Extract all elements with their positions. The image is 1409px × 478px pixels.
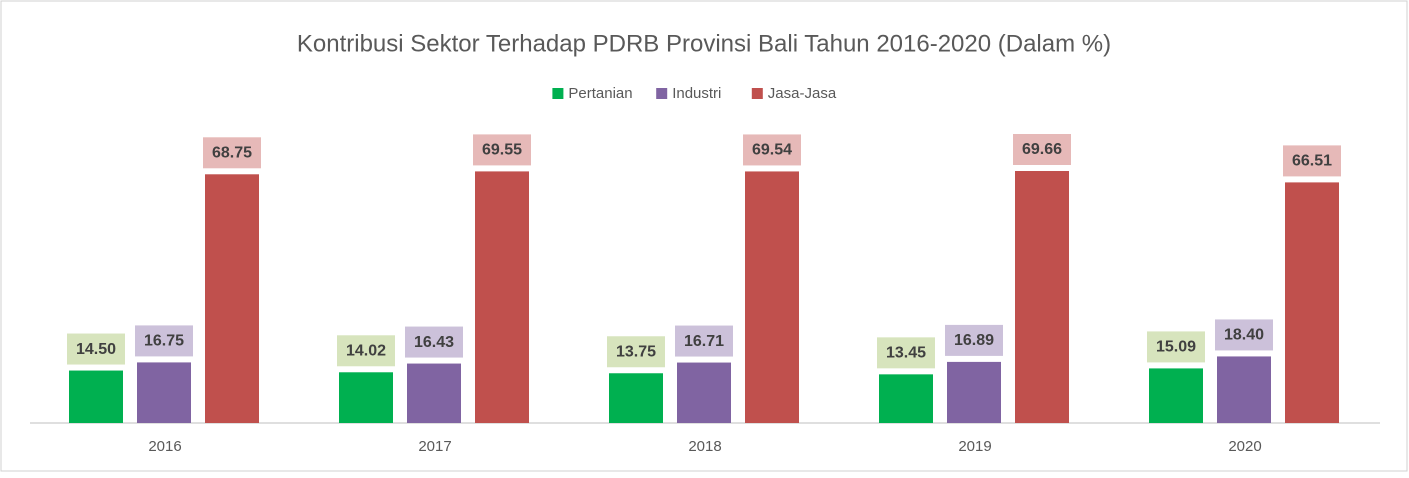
legend-label: Jasa-Jasa — [768, 85, 837, 102]
bar — [475, 171, 529, 423]
value-label-box — [337, 335, 395, 367]
x-tick-label: 2020 — [1228, 438, 1261, 455]
legend-swatch — [751, 88, 763, 99]
bar — [1285, 182, 1339, 423]
bar — [879, 374, 933, 423]
bar — [69, 370, 123, 423]
bar — [339, 372, 393, 423]
value-label: 15.09 — [1156, 339, 1196, 356]
legend: Pertanian Industri Jasa-Jasa — [552, 85, 837, 102]
x-tick-label: 2019 — [958, 438, 991, 455]
value-label-box — [405, 326, 463, 358]
value-label: 16.43 — [414, 334, 454, 351]
value-label: 69.54 — [752, 142, 792, 159]
bar — [1015, 171, 1069, 423]
bar — [745, 171, 799, 423]
value-label: 69.55 — [482, 142, 522, 159]
value-label: 69.66 — [1022, 141, 1062, 158]
value-label-box — [1215, 319, 1273, 351]
value-label-box — [675, 325, 733, 357]
value-label: 68.75 — [212, 145, 252, 162]
value-label: 14.02 — [346, 343, 386, 360]
chart-title: Kontribusi Sektor Terhadap PDRB Provinsi… — [297, 30, 1111, 57]
x-tick-label: 2017 — [418, 438, 451, 455]
bar — [137, 362, 191, 423]
value-label-box — [877, 337, 935, 369]
bar — [407, 363, 461, 423]
bar — [947, 361, 1001, 423]
bar — [1149, 368, 1203, 423]
legend-label: Industri — [672, 85, 721, 102]
value-label: 66.51 — [1292, 153, 1332, 170]
value-label-box — [473, 134, 531, 166]
bar — [1217, 356, 1271, 423]
value-label: 16.89 — [954, 332, 994, 349]
value-label-box — [1013, 134, 1071, 165]
value-label-box — [1283, 145, 1341, 177]
value-label-box — [743, 134, 801, 166]
value-label-box — [1147, 331, 1205, 363]
legend-swatch — [656, 88, 668, 99]
value-label: 16.71 — [684, 333, 724, 350]
bar — [205, 174, 259, 423]
legend-label: Pertanian — [568, 85, 632, 102]
value-label-box — [135, 325, 193, 357]
x-tick-label: 2018 — [688, 438, 721, 455]
x-tick-label: 2016 — [148, 438, 181, 455]
value-label: 18.40 — [1224, 327, 1264, 344]
value-label-box — [607, 336, 665, 368]
value-label: 13.75 — [616, 343, 656, 360]
value-label: 16.75 — [144, 333, 184, 350]
value-label-box — [203, 137, 261, 169]
bar — [677, 362, 731, 423]
value-label: 14.50 — [76, 341, 116, 358]
legend-swatch — [552, 88, 564, 99]
value-label-box — [945, 324, 1003, 356]
value-label-box — [67, 333, 125, 365]
value-label: 13.45 — [886, 345, 926, 362]
bar — [609, 373, 663, 423]
